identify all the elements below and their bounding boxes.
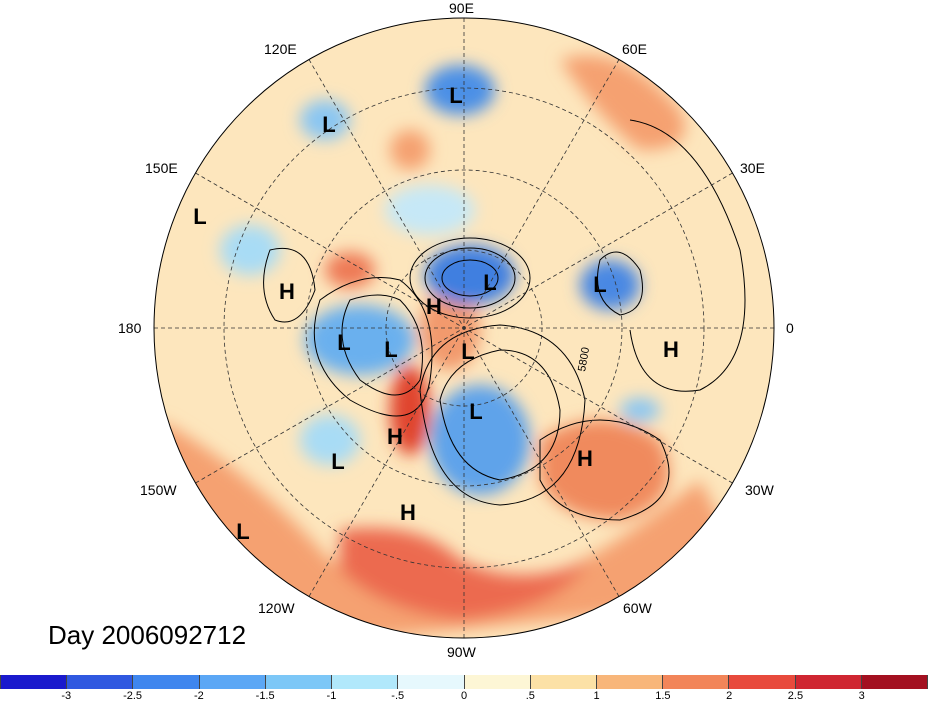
pressure-center-label: H: [663, 337, 679, 362]
pressure-center-label: L: [469, 399, 483, 424]
colorbar-tick-label: 2.5: [787, 690, 804, 702]
lon-label-150w: 150W: [140, 482, 177, 498]
lon-label-60w: 60W: [623, 600, 652, 616]
pressure-center-label: L: [384, 337, 398, 362]
pressure-center-label: L: [593, 272, 607, 297]
pressure-center-label: H: [387, 424, 403, 449]
contour-label-5800: 5800: [576, 346, 592, 372]
cool-anomaly-pacific: [300, 415, 360, 465]
pressure-center-label: H: [577, 446, 593, 471]
cool-anomaly-alaska: [305, 305, 415, 375]
colorbar-tick-label: -1.5: [255, 690, 275, 702]
warm-anomaly-asia: [390, 130, 430, 170]
colorbar-tick-label: .5: [525, 690, 535, 702]
lon-label-30e: 30E: [740, 160, 765, 176]
cool-anomaly-east-asia: [300, 100, 350, 140]
colorbar-segment: [729, 675, 796, 689]
map-border: [153, 17, 775, 639]
pressure-center-label: L: [461, 339, 475, 364]
lon-label-90w: 90W: [447, 644, 476, 660]
cool-anomaly-kara: [425, 245, 515, 305]
colorbar: [0, 675, 928, 689]
colorbar-tick-label: -1: [326, 690, 337, 702]
pressure-center-label: L: [236, 519, 250, 544]
pressure-center-label: L: [337, 330, 351, 355]
lon-label-30w: 30W: [745, 482, 774, 498]
pressure-center-label: L: [193, 204, 207, 229]
cool-anomaly-siberia: [425, 65, 495, 115]
lon-label-120e: 120E: [264, 41, 297, 57]
colorbar-segment: [199, 675, 266, 689]
pressure-center-label: L: [322, 112, 336, 137]
colorbar-segment: [795, 675, 862, 689]
colorbar-segment: [663, 675, 730, 689]
colorbar-segment: [530, 675, 597, 689]
cool-anomaly-hudson: [430, 385, 530, 495]
colorbar-tick-label: 3: [858, 690, 865, 702]
cool-anomaly-atlantic: [620, 398, 660, 422]
colorbar-tick-label: -.5: [391, 690, 405, 702]
date-label: Day 2006092712: [48, 620, 247, 650]
pressure-center-label: H: [400, 500, 416, 525]
cool-anomaly-scandinavia: [580, 260, 640, 310]
colorbar-segment: [67, 675, 134, 689]
colorbar-tick-label: 1.5: [655, 690, 671, 702]
lon-label-90e: 90E: [449, 0, 474, 16]
colorbar-tick-label: 2: [726, 690, 733, 702]
colorbar-segment: [464, 675, 531, 689]
pressure-center-label: L: [449, 83, 463, 108]
colorbar-segment: [861, 675, 928, 689]
pressure-center-label: L: [483, 270, 497, 295]
colorbar-segment: [133, 675, 200, 689]
cool-anomaly-arctic: [385, 185, 475, 235]
colorbar-segment: [398, 675, 465, 689]
height-contours: [263, 119, 746, 521]
lon-label-60e: 60E: [622, 41, 647, 57]
lon-label-150e: 150E: [145, 160, 178, 176]
pressure-center-label: H: [279, 279, 295, 304]
pressure-center-label: L: [331, 449, 345, 474]
colorbar-tick-label: -3: [61, 690, 72, 702]
colorbar-segment: [265, 675, 333, 689]
colorbar-segment: [596, 675, 664, 689]
colorbar-segment: [332, 675, 399, 689]
strong-warm-anomaly-mexico: [340, 528, 590, 620]
cool-anomaly-bering-west: [220, 225, 280, 275]
lon-label-120w: 120W: [258, 600, 295, 616]
lon-label-0: 0: [786, 320, 794, 336]
pressure-center-label: H: [426, 294, 442, 319]
colorbar-tick-label: 0: [460, 690, 468, 702]
colorbar-segment: [0, 675, 68, 689]
colorbar-tick-label: -2.5: [123, 690, 143, 702]
graticule: [154, 18, 774, 638]
colorbar-tick-label: 1: [593, 690, 600, 702]
warm-anomaly-ne: [560, 55, 685, 150]
polar-stereographic-map: 5800: [153, 17, 775, 639]
colorbar-tick-label: -2: [193, 690, 204, 702]
lon-label-180: 180: [118, 320, 142, 336]
